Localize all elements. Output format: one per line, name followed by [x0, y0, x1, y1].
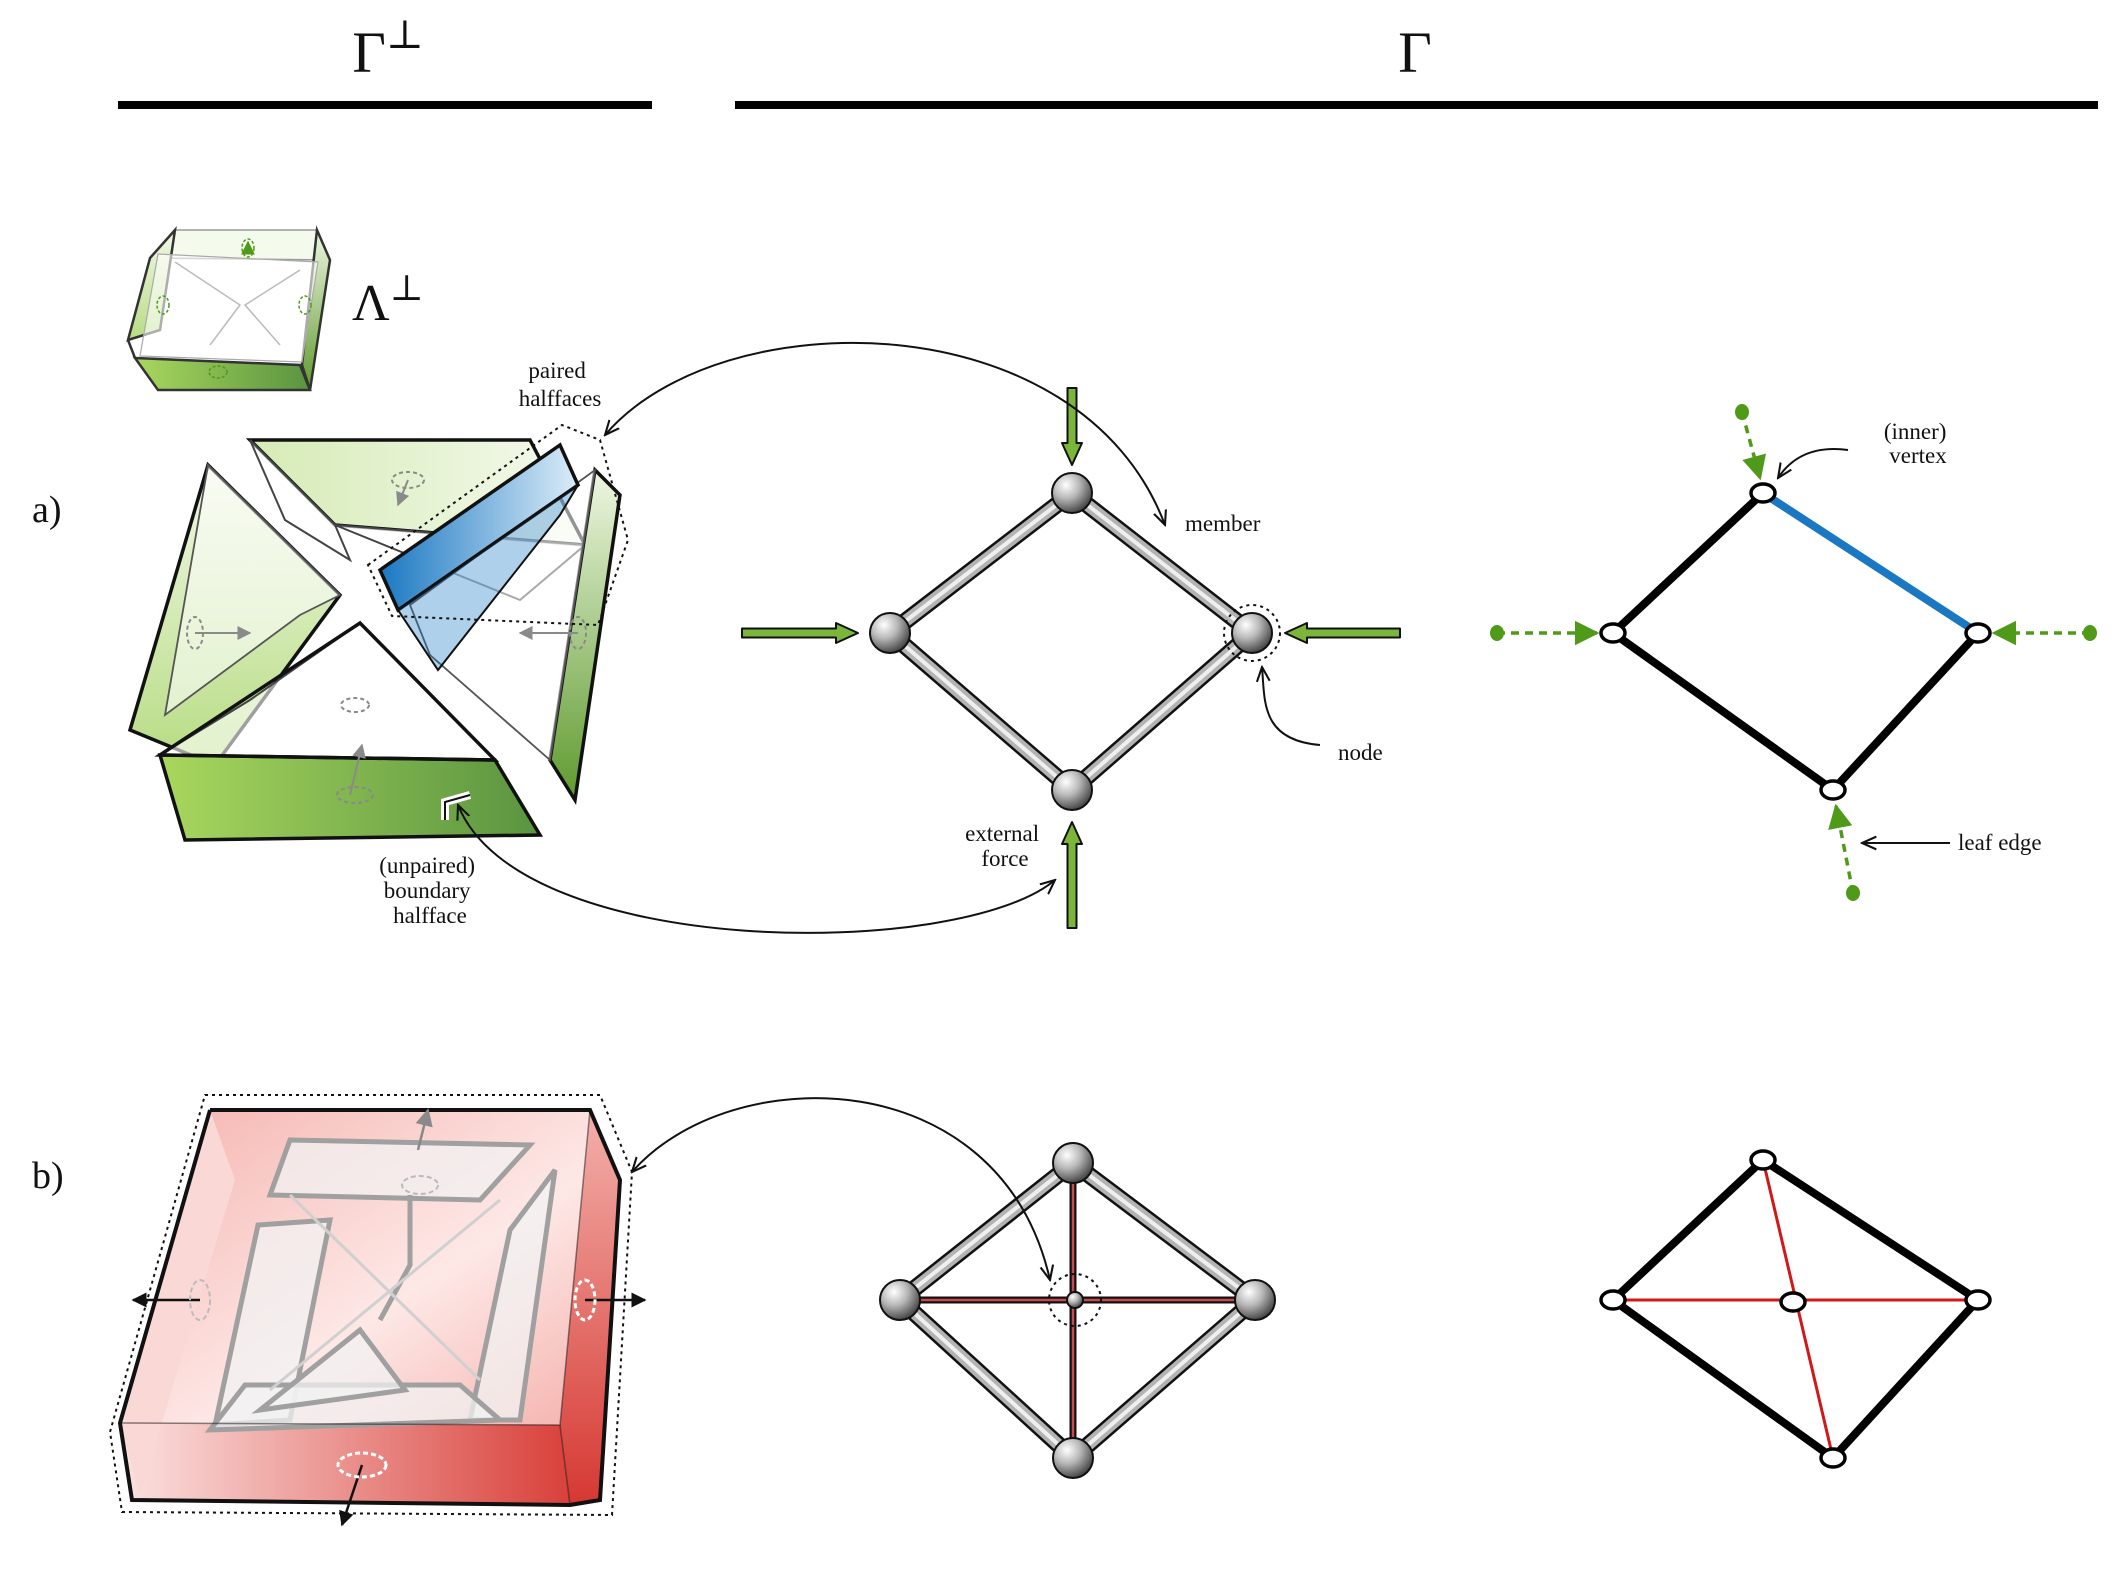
edge-b-left-bottom	[1610, 1296, 1836, 1462]
member-b-bottom-right	[1064, 1291, 1264, 1467]
member-b-top-left	[891, 1154, 1082, 1309]
paired-halffaces-member-arrow	[605, 341, 1165, 525]
connector-arrows	[458, 341, 1950, 1280]
external-force-top	[1061, 387, 1083, 466]
member-bottom-right	[1063, 624, 1261, 799]
vertex-top	[1749, 482, 1777, 504]
edge-top-left	[1610, 490, 1766, 636]
edge-b-bottom-right	[1830, 1297, 1981, 1461]
member-b-top-right	[1064, 1154, 1264, 1309]
inner-vertex-label: (inner) vertex	[1884, 419, 1952, 468]
structural-model-b	[879, 1142, 1276, 1479]
vertex-left	[1599, 622, 1627, 644]
vertex-bottom	[1819, 779, 1847, 801]
paired-halffaces-label: paired halffaces	[519, 358, 602, 411]
member-left-bottom	[881, 624, 1081, 799]
row-label-a: a)	[32, 489, 62, 531]
lambda-perp-label: Λ⊥	[352, 268, 424, 332]
edge-b-top-left	[1610, 1157, 1766, 1303]
vertex-b-center	[1779, 1291, 1807, 1313]
leaf-edge-bottom	[1828, 803, 1860, 901]
edge-left-bottom	[1610, 629, 1836, 794]
vertex-b-bottom	[1819, 1447, 1847, 1469]
node-callout-arrow	[1262, 667, 1321, 746]
graph-b	[1599, 1149, 1992, 1469]
node-right	[1231, 612, 1273, 654]
node-left	[869, 612, 911, 654]
node-b-center	[1066, 1291, 1084, 1309]
center-node-highlight	[1048, 1273, 1102, 1327]
header-right-title: Γ	[1398, 20, 1432, 85]
exploded-cell-a	[127, 423, 630, 842]
boundary-cell-center-arrow	[632, 1097, 1050, 1280]
vertex-b-right	[1964, 1289, 1992, 1311]
node-b-bottom	[1052, 1437, 1094, 1479]
leaf-edge-right	[1991, 620, 2097, 646]
vertex-callout-arrow	[1778, 448, 1849, 478]
edge-top-right-blue	[1760, 489, 1981, 637]
external-force-label: external force	[965, 821, 1045, 871]
node-top	[1051, 472, 1093, 514]
edge-bottom-right	[1830, 630, 1981, 793]
member-label: member	[1185, 511, 1261, 536]
node-b-left	[879, 1279, 921, 1321]
boundary-cell-b	[108, 1094, 647, 1527]
graph-a	[1490, 404, 2097, 901]
annotations: paired halffaces member node external fo…	[379, 358, 2041, 928]
leaf-edge-label: leaf edge	[1958, 830, 2042, 855]
vertex-b-left	[1599, 1289, 1627, 1311]
member-top-left	[881, 484, 1081, 642]
external-force-right	[1284, 622, 1401, 644]
unpaired-boundary-halfface-label: (unpaired) boundary halfface	[379, 853, 481, 928]
node-b-top	[1052, 1142, 1094, 1184]
header-right: Γ	[735, 20, 2098, 109]
edge-b-top-right	[1760, 1156, 1981, 1304]
leaf-edge-top	[1735, 404, 1767, 481]
external-force-bottom	[1061, 821, 1083, 929]
header-left: Γ⊥	[118, 12, 652, 109]
vertex-right	[1964, 622, 1992, 644]
node-b-right	[1234, 1279, 1276, 1321]
header-left-title: Γ⊥	[352, 12, 423, 85]
node-highlight-circle	[1223, 604, 1281, 662]
node-label: node	[1338, 740, 1383, 765]
external-force-left	[741, 622, 859, 644]
vertex-b-top	[1749, 1149, 1777, 1171]
member-b-left-bottom	[891, 1291, 1082, 1467]
row-label-b: b)	[32, 1155, 64, 1197]
boundary-halfface-force-arrow	[458, 805, 1055, 934]
leaf-edge-left	[1490, 620, 1600, 646]
structural-model-a	[741, 387, 1401, 929]
node-bottom	[1051, 769, 1093, 811]
lambda-perp-box	[126, 225, 332, 392]
